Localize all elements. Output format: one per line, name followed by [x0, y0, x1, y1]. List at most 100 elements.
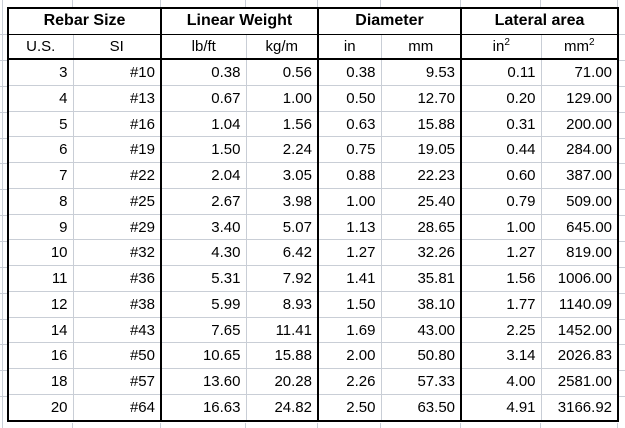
cell-weight-kg-m: 7.92	[245, 265, 318, 292]
cell-weight-kg-m: 0.56	[245, 59, 318, 86]
gridline	[618, 138, 625, 139]
cell-us-size: 6	[8, 136, 73, 164]
gridline	[0, 215, 7, 216]
cell-diameter-in: 1.50	[317, 291, 381, 318]
table-row: 6 #19 1.50 2.24 0.75 19.05 0.44 284.00	[8, 136, 619, 164]
cell-us-size: 4	[8, 85, 73, 112]
cell-area-in2: 0.11	[460, 59, 542, 86]
cell-weight-kg-m: 8.93	[245, 291, 318, 318]
gridline	[618, 189, 625, 190]
cell-si-size: #57	[72, 368, 161, 395]
cell-weight-lb-ft: 3.40	[160, 214, 246, 241]
group-header-diameter: Diameter	[316, 8, 462, 35]
cell-diameter-mm: 50.80	[380, 342, 462, 370]
gridline	[460, 0, 461, 7]
cell-us-size: 12	[8, 291, 73, 318]
gridline	[0, 112, 7, 113]
gridline	[72, 423, 73, 428]
cell-weight-lb-ft: 0.67	[160, 85, 246, 112]
cell-area-in2: 1.56	[460, 265, 542, 292]
cell-weight-kg-m: 6.42	[245, 239, 318, 267]
cell-area-in2: 0.60	[460, 162, 542, 189]
cell-diameter-in: 1.27	[317, 239, 381, 267]
cell-us-size: 20	[50, 398, 68, 416]
cell-weight-kg-m: 3.05	[245, 162, 318, 189]
gridline	[380, 0, 381, 7]
gridline	[0, 163, 7, 164]
cell-area-in2: 4.00	[460, 368, 542, 395]
cell-area-in2: 1.77	[460, 291, 542, 318]
cell-si-size: #29	[72, 214, 161, 241]
cell-area-mm2: 200.00	[540, 111, 619, 138]
gridline	[618, 344, 625, 345]
cell-weight-lb-ft: 10.65	[160, 342, 246, 370]
cell-weight-kg-m: 1.56	[245, 111, 318, 138]
table-row: 5 #16 1.04 1.56 0.63 15.88 0.31 200.00	[8, 111, 619, 138]
gridline	[618, 34, 625, 35]
table-row: 9 #29 3.40 5.07 1.13 28.65 1.00 645.00	[8, 214, 619, 241]
table-row: 12 #38 5.99 8.93 1.50 38.10 1.77 1140.09	[8, 291, 619, 318]
cell-si-size: #19	[72, 136, 161, 164]
col-header-mm: mm	[380, 34, 462, 60]
cell-weight-kg-m: 2.24	[245, 136, 318, 164]
cell-si-size: #22	[72, 162, 161, 189]
cell-diameter-mm: 43.00	[380, 317, 462, 344]
cell-diameter-in: 1.13	[317, 214, 381, 241]
gridline	[0, 319, 7, 320]
gridline	[618, 370, 625, 371]
table-row: 7 #22 2.04 3.05 0.88 22.23 0.60 387.00	[8, 162, 619, 189]
table-row: 4 #13 0.67 1.00 0.50 12.70 0.20 129.00	[8, 85, 619, 112]
cell-diameter-mm: 63.50	[380, 394, 462, 421]
gridline	[618, 215, 625, 216]
gridline	[618, 267, 625, 268]
table-row: 14 #43 7.65 11.41 1.69 43.00 2.25 1452.0…	[8, 317, 619, 344]
gridline	[460, 423, 461, 428]
cell-area-mm2: 2581.00	[540, 368, 619, 395]
cell-area-in2: 0.31	[460, 111, 542, 138]
cell-si-size: #10	[72, 59, 161, 86]
cell-area-in2: 1.00	[460, 214, 542, 241]
cell-weight-lb-ft: 0.38	[160, 59, 246, 86]
cell-area-in2: 0.20	[460, 85, 542, 112]
gridline	[618, 319, 625, 320]
cell-diameter-mm: 35.81	[380, 265, 462, 292]
gridline	[2, 0, 3, 428]
table-row: 10 #32 4.30 6.42 1.27 32.26 1.27 819.00	[8, 239, 619, 267]
cell-weight-kg-m: 24.82	[245, 394, 318, 421]
cell-area-mm2: 3166.92	[540, 394, 619, 421]
gridline	[617, 423, 618, 428]
cell-area-mm2: 2026.83	[540, 342, 619, 370]
cell-diameter-in: 1.00	[317, 188, 381, 215]
cell-weight-kg-m: 11.41	[245, 317, 318, 344]
gridline	[540, 0, 541, 7]
cell-diameter-in: 2.26	[317, 368, 381, 395]
cell-diameter-in: 0.50	[317, 85, 381, 112]
gridline	[618, 163, 625, 164]
cell-area-in2: 4.91	[460, 394, 542, 421]
cell-weight-kg-m: 3.98	[245, 188, 318, 215]
gridline	[160, 423, 161, 428]
cell-weight-lb-ft: 2.67	[160, 188, 246, 215]
col-header-us: U.S.	[8, 34, 73, 60]
cell-us-size: 11	[8, 265, 73, 292]
gridline	[317, 0, 318, 7]
cell-us-size: 3	[8, 59, 73, 86]
col-header-in2: in2	[460, 34, 542, 60]
cell-diameter-in: 0.88	[317, 162, 381, 189]
gridline	[0, 34, 7, 35]
gridline	[0, 189, 7, 190]
cell-area-mm2: 1006.00	[540, 265, 619, 292]
cell-diameter-mm: 9.53	[380, 59, 462, 86]
cell-diameter-mm: 15.88	[380, 111, 462, 138]
cell-diameter-in: 1.41	[317, 265, 381, 292]
cell-us-size: 16	[8, 342, 73, 370]
col-header-in: in	[317, 34, 381, 60]
cell-si-size: #16	[72, 111, 161, 138]
cell-weight-lb-ft: 4.30	[160, 239, 246, 267]
cell-area-in2: 2.25	[460, 317, 542, 344]
cell-diameter-mm: 38.10	[380, 291, 462, 318]
cell-area-in2: 3.14	[460, 342, 542, 370]
cell-diameter-in: 0.38	[317, 59, 381, 86]
gridline	[0, 138, 7, 139]
rebar-size-table: Rebar Size Linear Weight Diameter Latera…	[7, 7, 620, 422]
